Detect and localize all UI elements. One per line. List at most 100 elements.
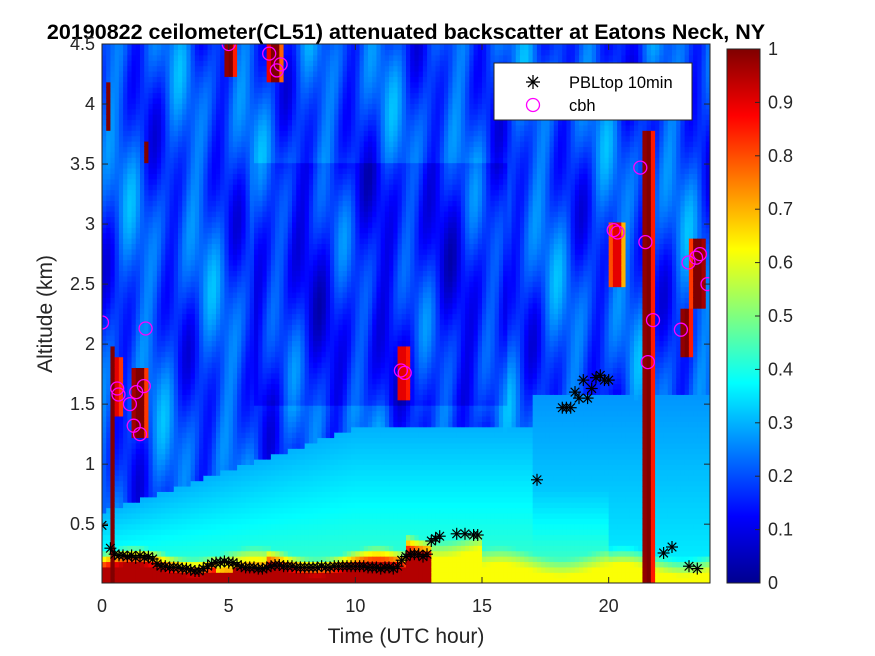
heatmap-cell (144, 475, 150, 482)
heatmap-cell (287, 227, 293, 234)
heatmap-cell (199, 254, 204, 261)
heatmap-cell (245, 545, 251, 552)
heatmap-cell (182, 146, 188, 153)
heatmap-cell (148, 399, 154, 406)
heatmap-cell (203, 572, 209, 579)
heatmap-cell (308, 281, 314, 288)
heatmap-cell (114, 335, 120, 342)
heatmap-cell (300, 313, 306, 320)
heatmap-cell (207, 550, 213, 557)
heatmap-cell (169, 70, 175, 77)
heatmap-cell (287, 469, 293, 476)
heatmap-cell (237, 178, 242, 185)
heatmap-cell (148, 275, 154, 282)
heatmap-cell (194, 475, 200, 482)
heatmap-cell (241, 415, 247, 422)
heatmap-cell (258, 259, 264, 266)
heatmap-cell (169, 302, 175, 309)
heatmap-cell (224, 448, 230, 455)
heatmap-cell (118, 275, 124, 282)
heatmap-cell (194, 281, 200, 288)
heatmap-cell (207, 318, 213, 325)
heatmap-cell (300, 437, 306, 444)
heatmap-cell (308, 329, 314, 336)
heatmap-cell (182, 335, 188, 342)
heatmap-cell (123, 270, 128, 277)
heatmap-cell (135, 318, 141, 325)
heatmap-cell (152, 264, 158, 271)
heatmap-cell (308, 178, 314, 185)
heatmap-cell (156, 415, 162, 422)
heatmap-cell (131, 216, 137, 223)
heatmap-cell (152, 200, 158, 207)
heatmap-cell (304, 308, 310, 315)
heatmap-cell (237, 227, 242, 234)
heatmap-cell (114, 383, 120, 390)
heatmap-cell (224, 485, 230, 492)
heatmap-cell (114, 264, 120, 271)
heatmap-cell (287, 216, 293, 223)
heatmap-cell (148, 270, 154, 277)
heatmap-cell (178, 378, 183, 385)
heatmap-cell (304, 324, 310, 331)
heatmap-cell (254, 518, 259, 525)
heatmap-cell (190, 329, 196, 336)
heatmap-cell (123, 415, 128, 422)
heatmap-cell (186, 205, 192, 212)
heatmap-cell (156, 173, 162, 180)
heatmap-cell (249, 70, 255, 77)
heatmap-cell (275, 356, 280, 363)
heatmap-cell (156, 345, 162, 352)
heatmap-cell (178, 200, 183, 207)
heatmap-cell (110, 275, 116, 282)
heatmap-cell (275, 178, 280, 185)
heatmap-cell (102, 518, 107, 525)
heatmap-cell (156, 54, 162, 61)
heatmap-cell (173, 534, 179, 541)
heatmap-cell (203, 480, 209, 487)
heatmap-cell (106, 281, 112, 288)
heatmap-cell (220, 572, 226, 579)
heatmap-cell (161, 399, 166, 406)
heatmap-cell (194, 367, 200, 374)
heatmap-cell (232, 281, 238, 288)
heatmap-cell (211, 60, 217, 67)
heatmap-cell (254, 512, 259, 519)
heatmap-cell (118, 254, 124, 261)
heatmap-cell (304, 507, 310, 514)
heatmap-cell (241, 44, 247, 50)
heatmap-cell (207, 254, 213, 261)
heatmap-cell (275, 65, 280, 72)
heatmap-cell (165, 259, 171, 266)
heatmap-cell (304, 442, 310, 449)
heatmap-cell (258, 313, 264, 320)
heatmap-cell (258, 291, 264, 298)
heatmap-cell (224, 200, 230, 207)
heatmap-cell (156, 297, 162, 304)
heatmap-cell (245, 216, 251, 223)
heatmap-cell (140, 167, 145, 174)
heatmap-cell (173, 135, 179, 142)
heatmap-cell (194, 135, 200, 142)
heatmap-cell (300, 512, 306, 519)
heatmap-cell (211, 49, 217, 56)
heatmap-cell (140, 485, 145, 492)
heatmap-cell (270, 496, 276, 503)
heatmap-cell (190, 297, 196, 304)
heatmap-cell (292, 200, 297, 207)
heatmap-cell (245, 281, 251, 288)
heatmap-cell (144, 356, 150, 363)
heatmap-cell (228, 388, 234, 395)
heatmap-cell (118, 534, 124, 541)
heatmap-cell (148, 216, 154, 223)
heatmap-cell (216, 324, 221, 331)
heatmap-cell (165, 518, 171, 525)
heatmap-cell (194, 151, 200, 158)
heatmap-cell (131, 87, 137, 94)
heatmap-cell (135, 340, 141, 347)
heatmap-cell (194, 399, 200, 406)
heatmap-cell (249, 184, 255, 191)
heatmap-cell (292, 378, 297, 385)
heatmap-cell (102, 259, 107, 266)
heatmap-cell (228, 572, 234, 579)
